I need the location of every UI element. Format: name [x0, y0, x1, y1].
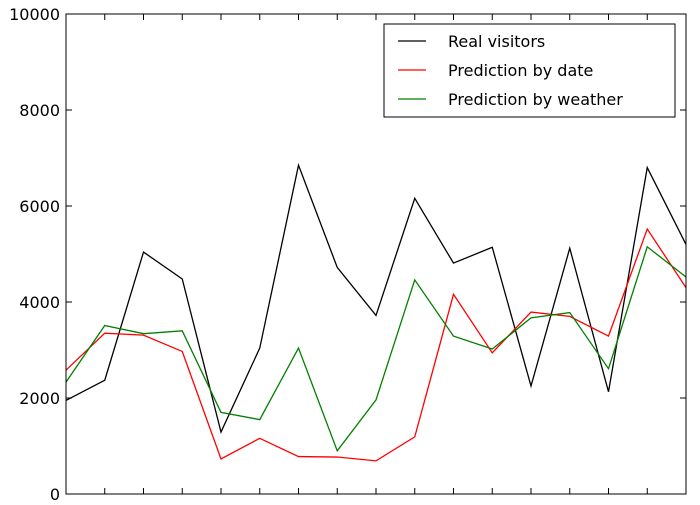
series-line-3 [65, 245, 687, 453]
legend-label-1: Real visitors [448, 32, 545, 51]
series-line-1 [65, 162, 687, 435]
y-tick-label: 4000 [19, 293, 60, 312]
legend-box [383, 23, 676, 118]
legend: Real visitors Prediction by date Predictio… [383, 23, 676, 118]
y-tick-label: 0 [50, 485, 60, 500]
y-tick-label: 8000 [19, 101, 60, 120]
y-tick-label: 10000 [9, 5, 60, 24]
y-tick-label: 6000 [19, 197, 60, 216]
series-layer [65, 162, 687, 462]
series-line-2 [65, 227, 687, 462]
legend-label-2: Prediction by date [448, 61, 593, 80]
tick-layer: 0 2000 4000 6000 8000 10000 [9, 5, 687, 504]
y-tick-label: 2000 [19, 389, 60, 408]
legend-label-3: Prediction by weather [448, 90, 623, 109]
